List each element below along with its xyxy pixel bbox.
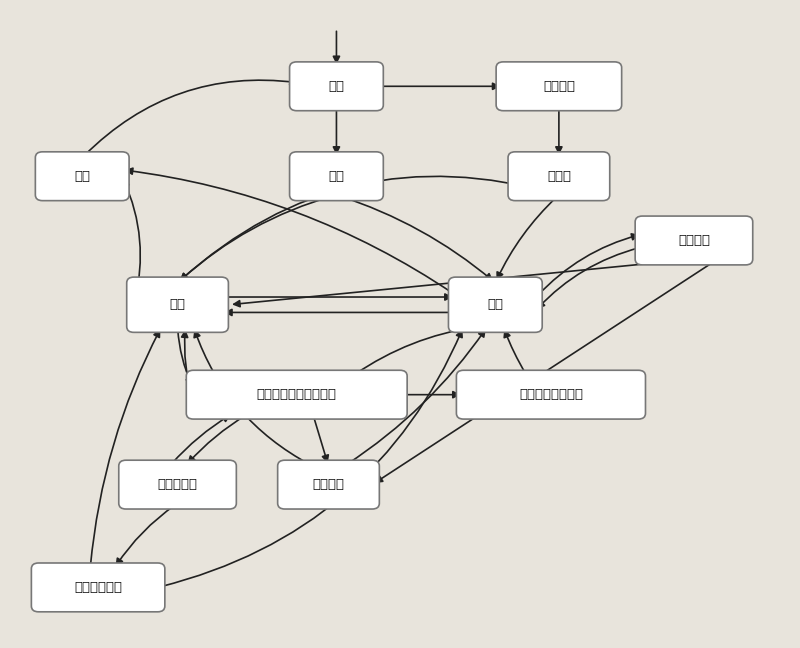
Text: 密钥调用、计数及启用: 密钥调用、计数及启用 [257,388,337,401]
FancyBboxPatch shape [290,152,383,201]
FancyBboxPatch shape [278,460,379,509]
Text: 开启: 开启 [329,170,345,183]
FancyBboxPatch shape [35,152,129,201]
FancyBboxPatch shape [457,370,646,419]
Text: 受限密钥处理流程: 受限密钥处理流程 [519,388,583,401]
FancyBboxPatch shape [508,152,610,201]
Text: 关闭: 关闭 [74,170,90,183]
FancyBboxPatch shape [290,62,383,111]
Text: 密码算法调用: 密码算法调用 [74,581,122,594]
FancyBboxPatch shape [635,216,753,265]
Text: 出请: 出请 [487,298,503,311]
FancyBboxPatch shape [31,563,165,612]
Text: 密钥恢复: 密钥恢复 [313,478,345,491]
Text: 等待: 等待 [170,298,186,311]
Text: 生产出厂: 生产出厂 [543,80,575,93]
FancyBboxPatch shape [186,370,407,419]
Text: 信任管理: 信任管理 [678,234,710,247]
FancyBboxPatch shape [496,62,622,111]
Text: 初始化: 初始化 [547,170,571,183]
Text: 启用新密钥: 启用新密钥 [158,478,198,491]
FancyBboxPatch shape [118,460,236,509]
Text: 上电: 上电 [329,80,345,93]
FancyBboxPatch shape [126,277,229,332]
FancyBboxPatch shape [449,277,542,332]
